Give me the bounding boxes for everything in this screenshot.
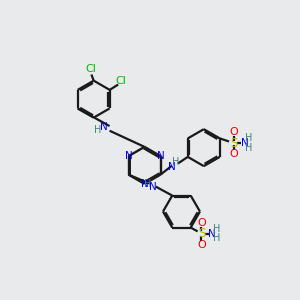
- Text: H: H: [144, 178, 151, 188]
- Text: H: H: [94, 125, 102, 135]
- Text: N: N: [124, 151, 132, 161]
- Text: H: H: [245, 134, 253, 143]
- Text: O: O: [197, 239, 206, 250]
- Text: Cl: Cl: [116, 76, 127, 86]
- Text: N: N: [208, 229, 216, 239]
- Text: N: N: [141, 179, 148, 189]
- Text: Cl: Cl: [85, 64, 96, 74]
- Text: S: S: [230, 136, 237, 149]
- Text: H: H: [172, 157, 179, 167]
- Text: H: H: [213, 224, 220, 234]
- Text: N: N: [149, 182, 157, 192]
- Text: O: O: [229, 127, 238, 137]
- Text: N: N: [168, 161, 176, 172]
- Text: N: N: [157, 151, 164, 161]
- Text: H: H: [213, 233, 220, 243]
- Text: N: N: [241, 138, 248, 148]
- Text: S: S: [198, 227, 205, 240]
- Text: H: H: [245, 143, 253, 153]
- Text: N: N: [100, 122, 107, 132]
- Text: O: O: [229, 149, 238, 159]
- Text: O: O: [197, 218, 206, 228]
